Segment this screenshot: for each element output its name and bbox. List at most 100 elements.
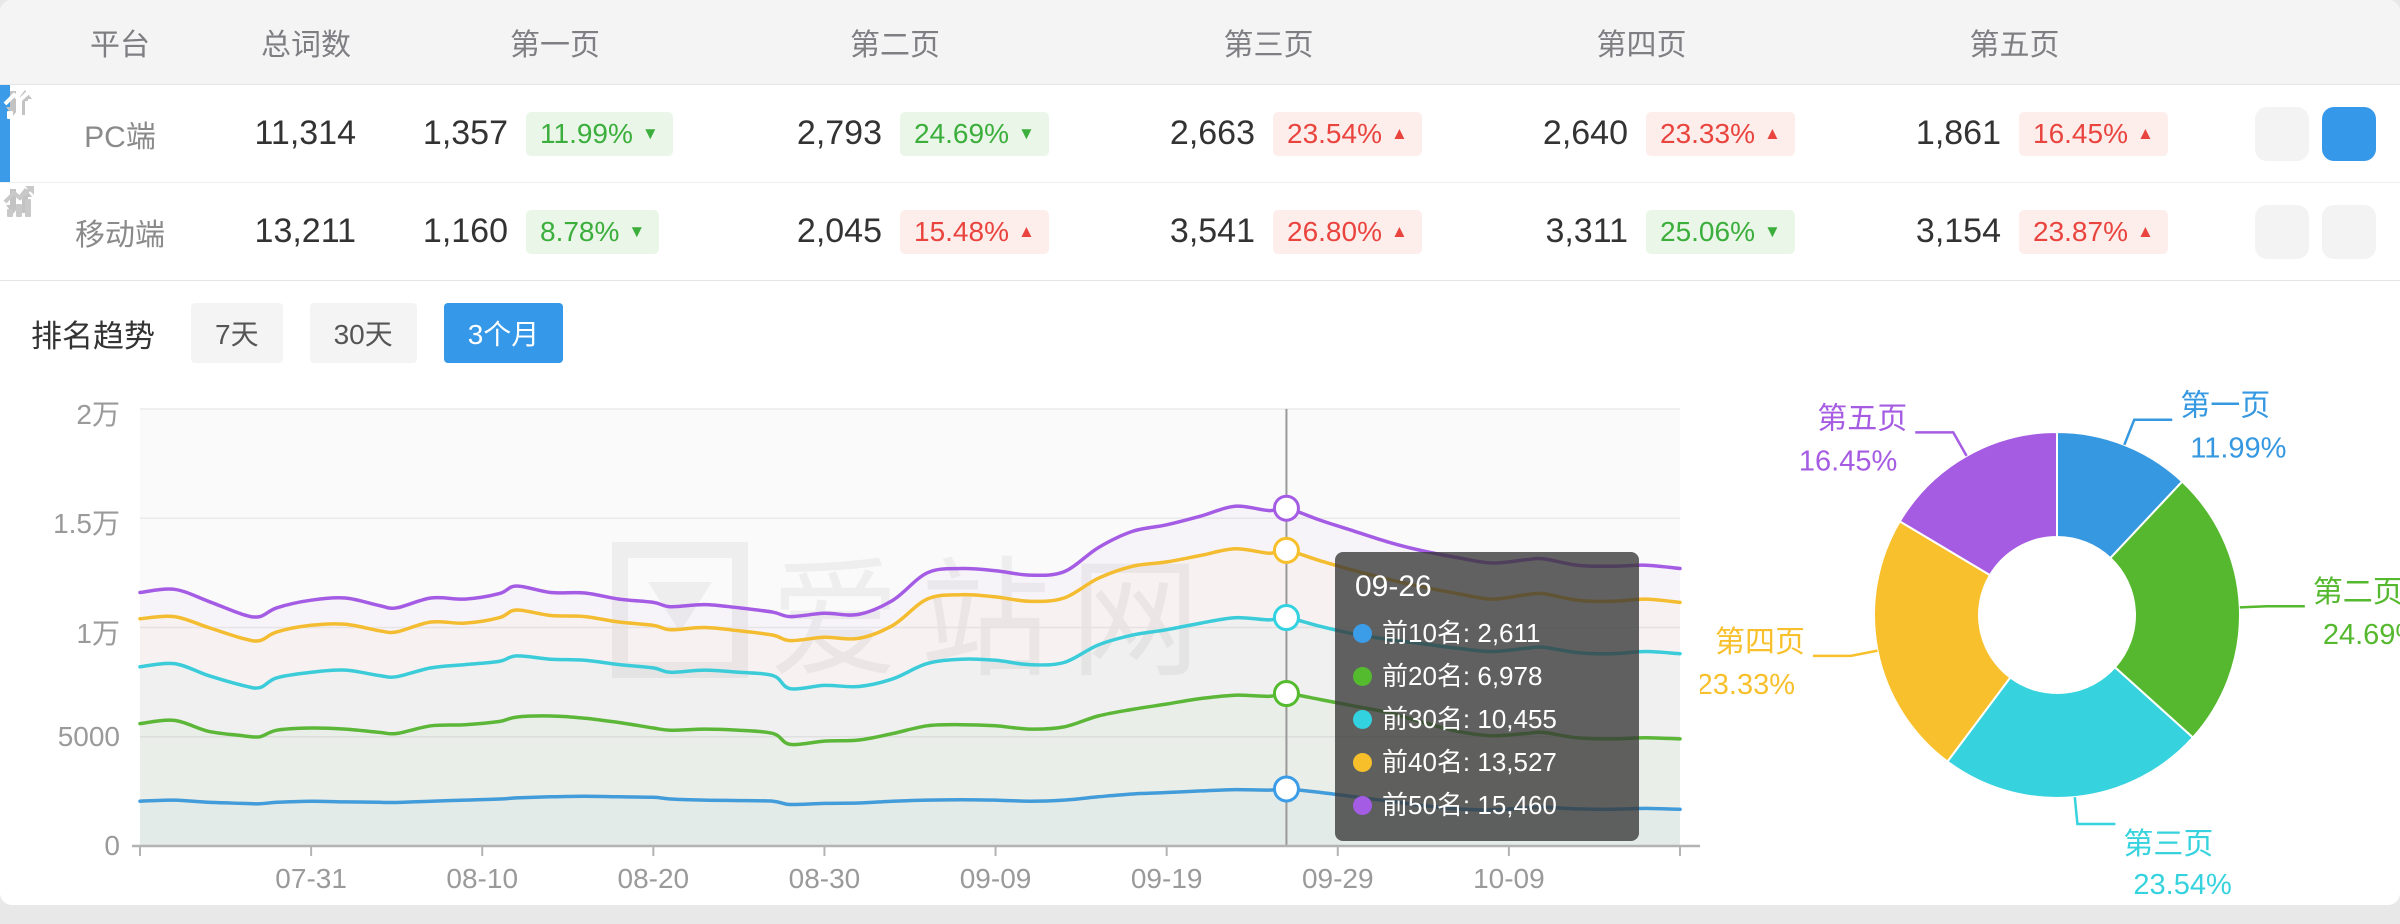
highlight-point-前10名 (1272, 775, 1300, 803)
legend-dot-icon (1353, 624, 1372, 643)
y-tick-label-1万: 1万 (76, 617, 120, 649)
column-header-platform: 平台 (90, 29, 150, 62)
y-tick-label-1.5万: 1.5万 (53, 508, 120, 540)
highlight-point-前50名 (1272, 494, 1300, 522)
column-header-total-words: 总词数 (261, 29, 351, 62)
tooltip-item-前30名: 前30名: 10,455 (1353, 698, 1621, 741)
page-3-change-badge: 26.80% ▲ (1273, 209, 1422, 254)
total-words-value: 13,211 (254, 212, 356, 250)
x-tick-label-07-31: 07-31 (275, 863, 347, 894)
tooltip-item-text: 前40名: 13,527 (1382, 747, 1557, 777)
sort-compare-button[interactable] (6, 188, 2309, 259)
column-header-page-1: 第一页 (510, 29, 600, 62)
x-tick-label-09-29: 09-29 (1302, 863, 1374, 894)
trend-chart-icon (3, 186, 34, 217)
donut-label-name-第二页: 第二页 (2313, 576, 2400, 609)
y-tick-label-2万: 2万 (76, 399, 120, 430)
change-percent: 23.87% (2033, 215, 2128, 247)
donut-slice-第四页[interactable] (1873, 519, 2012, 763)
tooltip-item-text: 前20名: 6,978 (1382, 661, 1543, 691)
column-header-page-2: 第二页 (850, 29, 940, 62)
page-2-change-badge: 15.48% ▲ (900, 209, 1049, 254)
platform-label: PC端 (84, 120, 156, 154)
donut-label-name-第五页: 第五页 (1817, 402, 1907, 435)
chart-section: 0 5000 1万 1.5万 2万 爱站网 07-31 08-10 08-20 08-30 09-… (0, 370, 2400, 905)
range-tab-7天[interactable]: 7天 (191, 303, 283, 363)
page-5-count: 3,154 (1915, 212, 2001, 250)
x-tick-label-09-19: 09-19 (1131, 863, 1203, 894)
sort-compare-button[interactable] (6, 90, 2309, 161)
change-percent: 23.54% (1287, 117, 1382, 149)
platform-label: 移动端 (75, 218, 165, 252)
triangle-up-icon: ▲ (1390, 222, 1408, 241)
donut-slice-第五页[interactable] (1898, 430, 2058, 577)
page-2-change-badge: 24.69% ▼ (900, 111, 1049, 156)
row-actions (3, 88, 2400, 161)
trend-title: 排名趋势 (31, 318, 155, 354)
change-percent: 11.99% (540, 117, 633, 149)
range-tab-30天[interactable]: 30天 (309, 303, 417, 363)
highlight-point-前40名 (1272, 536, 1300, 564)
page-4-badge-cell: 25.06% ▼ (1638, 209, 1798, 254)
table-row-pc[interactable]: PC端 11,314 1,357 11.99% ▼ 2,793 24.69% ▼ 2,663 23… (0, 85, 2400, 183)
donut-label-pct-第二页: 24.69% (2323, 619, 2400, 651)
page-2-count: 2,793 (796, 114, 882, 152)
tooltip-items: 前10名: 2,611 前20名: 6,978 前30名: 10,455 前40名: … (1353, 612, 1621, 827)
donut-label-line-第四页 (1813, 649, 1878, 658)
range-tabs: 7天 30天 3个月 (191, 303, 590, 363)
change-percent: 26.80% (1287, 215, 1382, 247)
page-2-badge-cell: 15.48% ▲ (892, 209, 1052, 254)
x-tick-label-08-20: 08-20 (618, 863, 690, 894)
chart-tooltip: 09-26 前10名: 2,611 前20名: 6,978 前30名: 10,455… (1335, 552, 1639, 841)
page-5-change-badge: 16.45% ▲ (2019, 111, 2168, 156)
page-1-count: 1,160 (422, 212, 508, 250)
legend-dot-icon (1353, 710, 1372, 729)
column-header-page-4: 第四页 (1596, 29, 1687, 62)
page-3-count: 2,663 (1169, 114, 1255, 152)
donut-slice-第二页[interactable] (2108, 480, 2241, 739)
tooltip-item-前10名: 前10名: 2,611 (1353, 612, 1621, 655)
range-tab-3个月[interactable]: 3个月 (443, 303, 564, 363)
page-4-count: 3,311 (1545, 212, 1628, 250)
donut-label-line-第一页 (2123, 418, 2173, 446)
donut-slice-第一页[interactable] (2056, 430, 2184, 560)
show-trend-chart-button[interactable] (3, 186, 2376, 259)
row-actions (3, 186, 2400, 259)
tooltip-item-text: 前10名: 2,611 (1382, 618, 1541, 648)
donut-label-pct-第三页: 23.54% (2133, 869, 2231, 901)
page-5-change-badge: 23.87% ▲ (2019, 209, 2168, 254)
page-5-count: 1,861 (1915, 114, 2001, 152)
triangle-up-icon: ▲ (2136, 124, 2154, 143)
page-4-change-badge: 25.06% ▼ (1646, 209, 1795, 254)
highlight-point-前30名 (1272, 604, 1300, 632)
donut-label-name-第四页: 第四页 (1715, 626, 1805, 659)
donut-label-pct-第四页: 23.33% (1700, 669, 1795, 701)
highlight-point-前20名 (1272, 680, 1300, 708)
page-1-count: 1,357 (422, 114, 508, 152)
triangle-up-icon: ▲ (2136, 222, 2154, 241)
tooltip-item-text: 前30名: 10,455 (1382, 704, 1557, 734)
tooltip-date: 09-26 (1355, 570, 1432, 603)
page-5-badge-cell: 23.87% ▲ (2011, 209, 2171, 254)
change-percent: 24.69% (914, 117, 1009, 149)
page-2-badge-cell: 24.69% ▼ (892, 111, 1052, 156)
y-tick-label-5000: 5000 (57, 720, 120, 752)
page-3-badge-cell: 26.80% ▲ (1265, 209, 1425, 254)
tooltip-item-前50名: 前50名: 15,460 (1353, 784, 1621, 827)
change-percent: 25.06% (1660, 215, 1755, 247)
page-3-change-badge: 23.54% ▲ (1273, 111, 1422, 156)
selected-row-indicator (0, 85, 10, 182)
page-distribution-donut-chart: 第一页 11.99% 第二页 24.69% 第三页 23.54% 第四页 23.33% 第五页 1… (1700, 390, 2400, 901)
donut-slice-第三页[interactable] (1945, 665, 2195, 799)
watermark-logo (612, 542, 748, 678)
show-trend-chart-button[interactable] (3, 88, 2376, 161)
donut-label-name-第三页: 第三页 (2123, 828, 2213, 861)
triangle-down-icon: ▼ (1763, 222, 1781, 241)
total-words-value: 11,314 (254, 114, 356, 152)
trend-section-header: 排名趋势 7天 30天 3个月 (31, 303, 590, 363)
page-1-change-badge: 11.99% ▼ (526, 111, 673, 156)
page-1-change-badge: 8.78% ▼ (526, 209, 660, 254)
column-header-page-3: 第三页 (1223, 29, 1314, 62)
table-row-mobile[interactable]: 移动端 13,211 1,160 8.78% ▼ 2,045 15.48% ▲ 3,541 26.… (0, 183, 2400, 281)
x-tick-label-09-09: 09-09 (960, 863, 1032, 894)
